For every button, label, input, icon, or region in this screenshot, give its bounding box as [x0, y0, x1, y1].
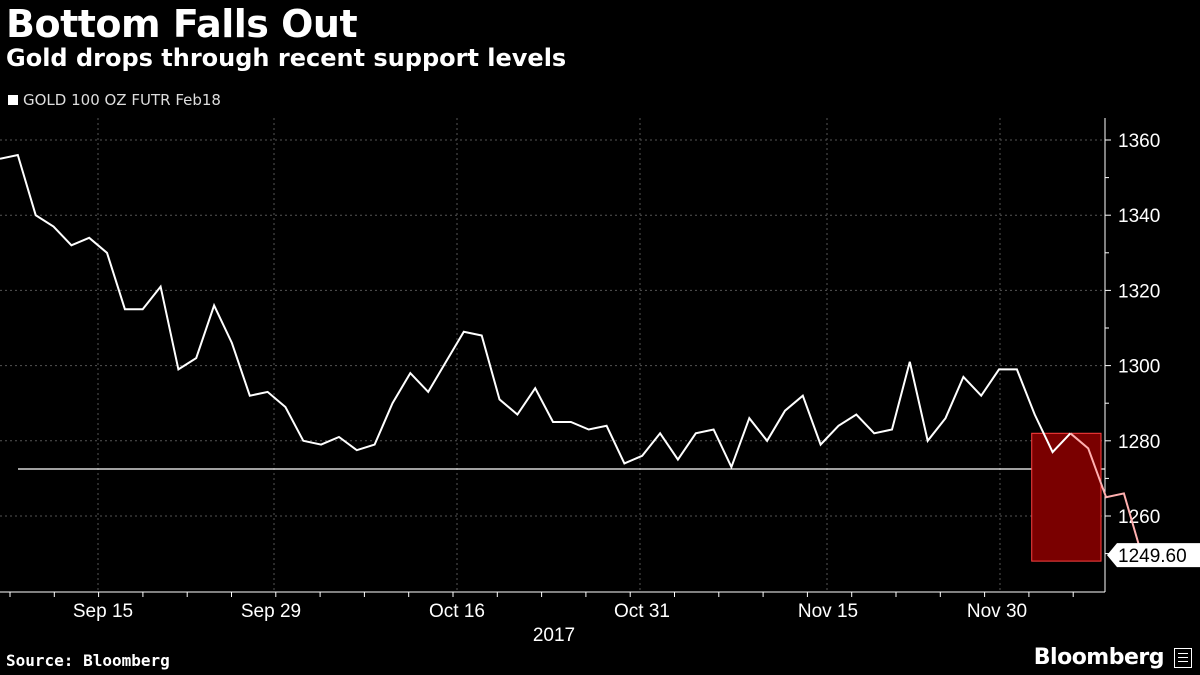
y-tick-label: 1320: [1118, 281, 1160, 302]
y-tick-label: 1340: [1118, 206, 1160, 227]
brand-logo: Bloomberg: [1033, 645, 1165, 670]
legend-swatch: [8, 95, 18, 105]
x-axis-title: 2017: [533, 625, 575, 646]
x-tick-label: Sep 29: [241, 601, 301, 622]
series-line-gold: [0, 153, 1072, 470]
x-tick-label: Sep 15: [73, 601, 133, 622]
y-tick-label: 1280: [1118, 432, 1160, 453]
legend-label: GOLD 100 OZ FUTR Feb18: [23, 91, 221, 109]
chart-subtitle: Gold drops through recent support levels: [6, 44, 567, 72]
y-tick-label: 1360: [1118, 131, 1160, 152]
bloomberg-terminal-icon: [1174, 648, 1192, 668]
y-tick-label: 1260: [1118, 507, 1160, 528]
last-value-callout: [1107, 543, 1200, 568]
legend: GOLD 100 OZ FUTR Feb18: [8, 91, 221, 109]
last-value-label: 1249.60: [1118, 546, 1187, 567]
x-tick-label: Nov 30: [967, 601, 1027, 622]
y-tick-label: 1300: [1118, 357, 1160, 378]
series-line-gold-highlighted: [1069, 432, 1143, 556]
source-note: Source: Bloomberg: [6, 651, 170, 670]
x-tick-label: Oct 31: [614, 601, 670, 622]
x-tick-label: Nov 15: [798, 601, 858, 622]
chart-title: Bottom Falls Out: [6, 2, 358, 46]
x-tick-label: Oct 16: [429, 601, 485, 622]
